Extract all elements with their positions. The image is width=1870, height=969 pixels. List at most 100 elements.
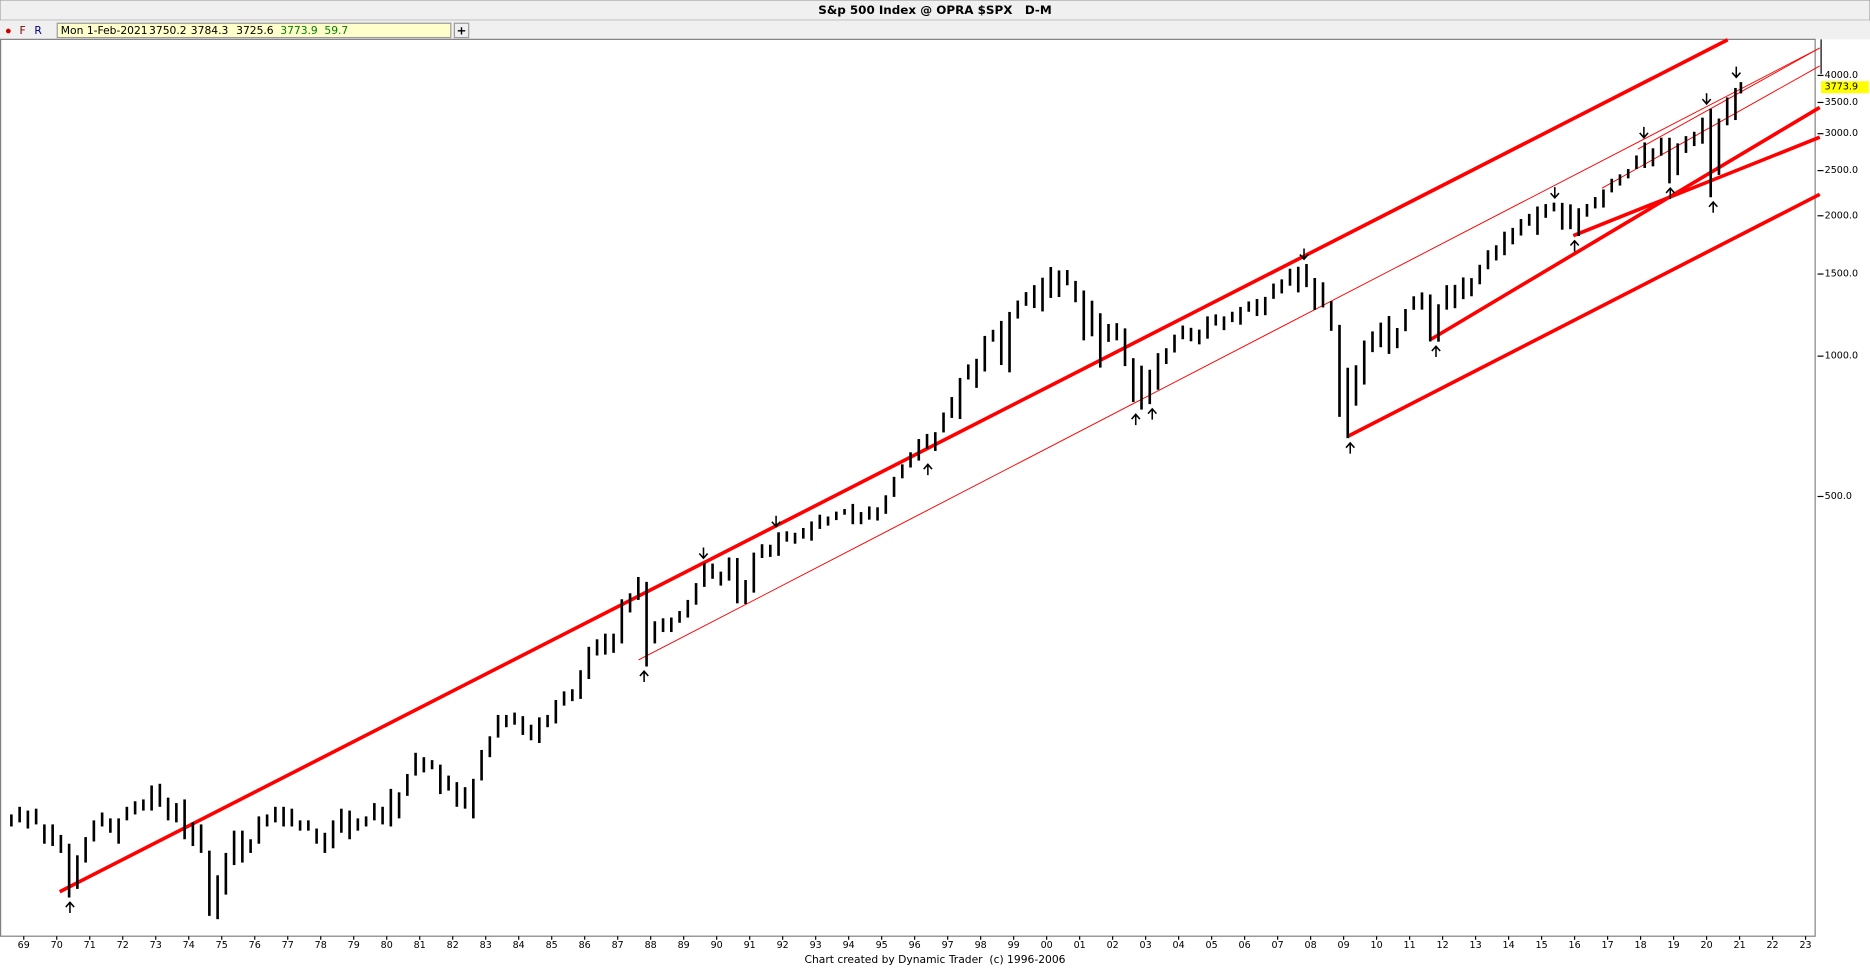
add-button-box[interactable] — [453, 22, 470, 39]
last-price-box — [1821, 81, 1869, 94]
trendline — [638, 47, 1820, 661]
x-tick-label: 08 — [1305, 940, 1317, 951]
footer: Chart created by Dynamic Trader (c) 1996… — [805, 953, 1066, 966]
x-tick-label: 22 — [1767, 940, 1779, 951]
trendline — [1346, 192, 1821, 439]
x-tick-label: 95 — [876, 940, 888, 951]
y-tick-label: 2500.0 — [1825, 165, 1858, 176]
x-tick-label: 75 — [216, 940, 228, 951]
x-tick-label: 99 — [1008, 940, 1020, 951]
x-tick-label: 83 — [480, 940, 492, 951]
add-button[interactable]: + — [457, 24, 467, 38]
x-tick-label: 90 — [711, 940, 723, 951]
x-tick-label: 05 — [1206, 940, 1218, 951]
x-tick-label: 91 — [744, 940, 756, 951]
x-tick-label: 09 — [1338, 940, 1350, 951]
x-tick-label: 70 — [51, 940, 63, 951]
last-price-label: 3773.9 — [1825, 82, 1858, 93]
x-tick-label: 76 — [249, 940, 261, 951]
readout-open: 3750.2 — [149, 24, 187, 37]
y-tick-label: 3000.0 — [1825, 128, 1858, 139]
plot: 500.0 1000.0 1500.0 2000.0 2500.0 3000.0 3500.… — [10, 38, 1869, 951]
x-tick-label: 79 — [348, 940, 360, 951]
arrow — [1550, 187, 1560, 200]
x-tick-label: 92 — [777, 940, 789, 951]
trendline — [1637, 47, 1820, 150]
x-tick-label: 23 — [1800, 940, 1812, 951]
x-tick-label: 13 — [1470, 940, 1482, 951]
x-tick-label: 84 — [513, 940, 525, 951]
x-tick-label: 71 — [84, 940, 96, 951]
x-tick-label: 12 — [1437, 940, 1449, 951]
y-tick-label: 1000.0 — [1825, 351, 1858, 362]
x-tick-label: 14 — [1503, 940, 1515, 951]
trendline — [58, 38, 1729, 894]
x-tick-label: 01 — [1074, 940, 1086, 951]
arrow — [1431, 345, 1441, 357]
y-tick-label: 1500.0 — [1825, 269, 1858, 280]
x-tick-label: 15 — [1536, 940, 1548, 951]
x-tick-label: 94 — [843, 940, 855, 951]
x-tick-label: 10 — [1371, 940, 1383, 951]
x-tick-label: 88 — [645, 940, 657, 951]
x-tick-label: 77 — [282, 940, 294, 951]
trendline — [1572, 135, 1821, 238]
x-tick-label: 85 — [546, 940, 558, 951]
x-tick-label: 98 — [975, 940, 987, 951]
arrow — [1299, 248, 1309, 261]
arrow — [771, 515, 781, 528]
status-dot — [5, 28, 11, 34]
x-tick-label: 06 — [1239, 940, 1251, 951]
x-tick-label: 87 — [612, 940, 624, 951]
x-tick-label: 82 — [447, 940, 459, 951]
x-tick-label: 72 — [117, 940, 129, 951]
arrow — [1147, 407, 1157, 420]
x-tick-label: 03 — [1140, 940, 1152, 951]
x-tick-label: 69 — [18, 940, 30, 951]
x-tick-label: 96 — [909, 940, 921, 951]
arrow — [65, 901, 75, 914]
x-tick-label: 19 — [1668, 940, 1680, 951]
x-tick-label: 89 — [678, 940, 690, 951]
x-tick-label: 18 — [1635, 940, 1647, 951]
x-tick-label: 17 — [1602, 940, 1614, 951]
plot-frame — [0, 38, 1816, 937]
x-tick-label: 20 — [1701, 940, 1713, 951]
x-tick-label: 73 — [150, 940, 162, 951]
readout-box — [56, 22, 452, 39]
readout-change: 59.7 — [324, 24, 348, 37]
chart-title: S&p 500 Index @ OPRA $SPX D-M — [818, 3, 1051, 17]
button-f[interactable]: F — [20, 24, 26, 37]
arrow — [639, 670, 649, 682]
x-tick-label: 21 — [1734, 940, 1746, 951]
x-tick-label: 02 — [1107, 940, 1119, 951]
arrow — [1639, 126, 1649, 139]
y-tick-label: 500.0 — [1825, 491, 1852, 502]
x-tick-label: 11 — [1404, 940, 1416, 951]
x-tick-label: 07 — [1272, 940, 1284, 951]
x-tick-label: 80 — [381, 940, 393, 951]
arrow — [1701, 93, 1712, 106]
x-tick-label: 00 — [1041, 940, 1053, 951]
y-tick-label: 4000.0 — [1825, 70, 1858, 81]
button-r[interactable]: R — [34, 24, 42, 37]
arrow — [1345, 441, 1355, 454]
y-tick-label: 3500.0 — [1825, 97, 1858, 108]
arrow — [1130, 413, 1141, 426]
x-tick-label: 93 — [810, 940, 822, 951]
readout-date: Mon 1-Feb-2021 — [61, 24, 148, 37]
readout-high: 3784.3 — [191, 24, 229, 37]
y-tick-label: 2000.0 — [1825, 210, 1858, 221]
arrow — [1665, 186, 1676, 199]
readout-low: 3725.6 — [236, 24, 274, 37]
x-tick-label: 81 — [414, 940, 426, 951]
x-tick-label: 86 — [579, 940, 591, 951]
x-tick-label: 78 — [315, 940, 327, 951]
arrow — [923, 463, 933, 476]
arrow — [1708, 200, 1718, 213]
x-tick-label: 97 — [942, 940, 954, 951]
x-tick-label: 04 — [1173, 940, 1185, 951]
x-tick-label: 74 — [183, 940, 195, 951]
